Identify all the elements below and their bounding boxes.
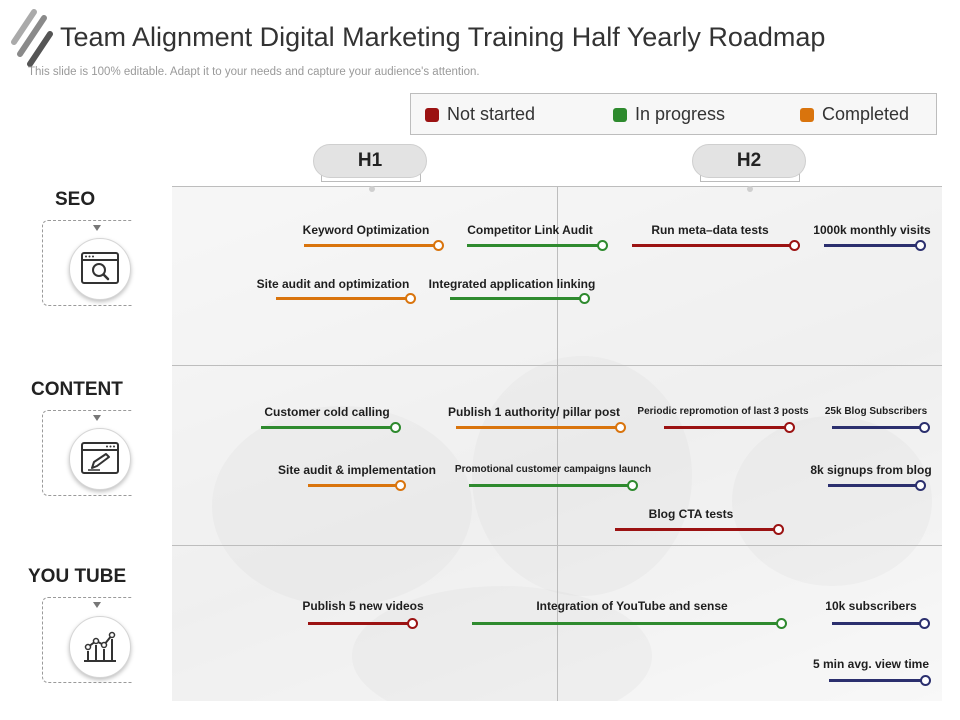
task-end-marker (789, 240, 800, 251)
task-end-marker (919, 422, 930, 433)
task-bar (456, 426, 620, 429)
task-bar (472, 622, 781, 625)
task-bar (308, 622, 412, 625)
task-label: Promotional customer campaigns launch (454, 464, 652, 475)
edit-window-icon (69, 428, 131, 490)
legend-label: In progress (635, 104, 726, 124)
task-label: Customer cold calling (264, 405, 390, 419)
task-bar (824, 244, 920, 247)
task-label: Periodic repromotion of last 3 posts (637, 406, 809, 417)
h2-marker-dot (747, 186, 753, 192)
row-arrow-icon (93, 602, 101, 608)
half-divider-line (557, 186, 558, 701)
row-arrow-icon (93, 415, 101, 421)
task-label: Keyword Optimization (302, 223, 430, 237)
task-end-marker (407, 618, 418, 629)
row-label-seo: SEO (55, 189, 96, 210)
task-label: 5 min avg. view time (812, 657, 930, 671)
task-end-marker (784, 422, 795, 433)
task-bar (276, 297, 410, 300)
task-end-marker (776, 618, 787, 629)
legend-label: Completed (822, 104, 910, 124)
task-bar (832, 622, 924, 625)
h1-marker-dot (369, 186, 375, 192)
legend-swatch-not-started (425, 107, 439, 122)
task-bar (632, 244, 794, 247)
task-bar (261, 426, 395, 429)
task-end-marker (405, 293, 416, 304)
legend-item-not-started: Not started (425, 104, 535, 125)
task-label: Run meta–data tests (651, 223, 769, 237)
search-window-icon (69, 238, 131, 300)
task-bar (832, 426, 924, 429)
task-bar (450, 297, 584, 300)
task-bar (469, 484, 632, 487)
task-end-marker (579, 293, 590, 304)
task-label: 1000k monthly visits (813, 223, 931, 237)
legend-label: Not started (447, 104, 536, 124)
row-label-content: CONTENT (31, 379, 123, 400)
analytics-chart-icon (69, 616, 131, 678)
task-bar (615, 528, 778, 531)
row-label-youtube: YOU TUBE (28, 566, 127, 587)
task-bar (308, 484, 400, 487)
task-bar (828, 484, 920, 487)
row-frame-seo (42, 220, 132, 306)
legend-swatch-in-progress (613, 107, 627, 122)
task-bar (467, 244, 602, 247)
task-label: 10k subscribers (825, 599, 917, 613)
legend-swatch-completed (800, 107, 814, 122)
task-label: 25k Blog Subscribers (824, 406, 928, 417)
task-end-marker (390, 422, 401, 433)
task-end-marker (915, 480, 926, 491)
task-bar (304, 244, 438, 247)
task-end-marker (773, 524, 784, 535)
task-end-marker (919, 618, 930, 629)
status-legend: Not started In progress Completed (410, 93, 937, 135)
task-end-marker (597, 240, 608, 251)
task-label: Site audit and optimization (256, 277, 410, 291)
task-label: Publish 1 authority/ pillar post (447, 405, 621, 419)
logo-stripes-icon (11, 9, 53, 67)
task-label: Publish 5 new videos (302, 599, 424, 613)
legend-item-in-progress: In progress (613, 104, 725, 125)
task-label: Blog CTA tests (648, 507, 734, 521)
page-subtitle: This slide is 100% editable. Adapt it to… (28, 66, 480, 78)
task-end-marker (920, 675, 931, 686)
row-arrow-icon (93, 225, 101, 231)
page-title: Team Alignment Digital Marketing Trainin… (60, 22, 826, 52)
task-label: Integrated application linking (428, 277, 596, 291)
half-label-h1: H1 (313, 144, 427, 178)
task-bar (664, 426, 789, 429)
half-label-h2: H2 (692, 144, 806, 178)
task-bar (829, 679, 925, 682)
task-end-marker (615, 422, 626, 433)
task-label: 8k signups from blog (810, 463, 932, 477)
task-end-marker (395, 480, 406, 491)
task-end-marker (433, 240, 444, 251)
legend-item-completed: Completed (800, 104, 909, 125)
task-label: Integration of YouTube and sense (536, 599, 728, 613)
task-end-marker (915, 240, 926, 251)
row-frame-content (42, 410, 132, 496)
task-label: Site audit & implementation (277, 463, 437, 477)
task-end-marker (627, 480, 638, 491)
task-label: Competitor Link Audit (467, 223, 593, 237)
row-frame-youtube (42, 597, 132, 683)
